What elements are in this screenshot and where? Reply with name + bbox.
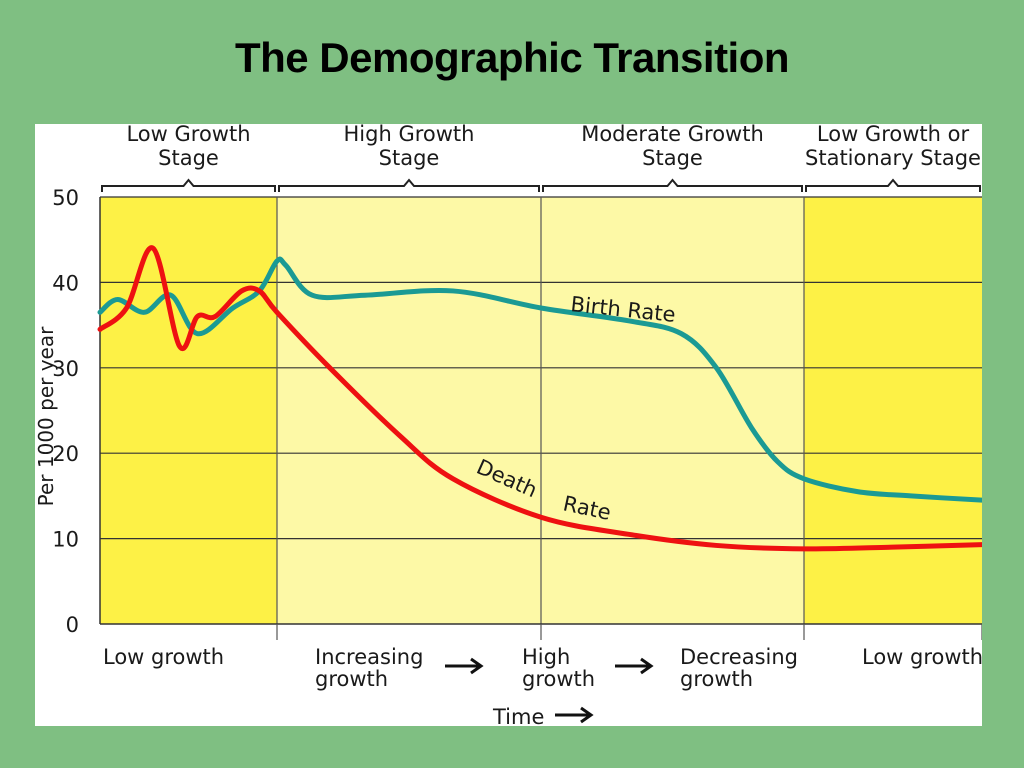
stage-growth-label: Low growth xyxy=(103,645,224,669)
arrow-icon xyxy=(555,706,594,724)
stage-growth-label: High xyxy=(522,645,570,669)
y-tick-label: 30 xyxy=(52,357,79,381)
stage-band xyxy=(277,197,541,624)
arrow-icon xyxy=(445,657,484,675)
gridlines xyxy=(100,196,982,624)
stage-growth-label: growth xyxy=(315,667,388,691)
stage-header-label: Low Growth xyxy=(126,124,250,146)
y-tick-label: 50 xyxy=(52,186,79,210)
stage-header-label: Stage xyxy=(158,146,219,170)
death-rate-line xyxy=(97,245,982,552)
stage-bracket xyxy=(805,178,981,192)
y-tick-label: 0 xyxy=(66,613,79,637)
y-tick-label: 20 xyxy=(52,442,79,466)
stage-growth-label: growth xyxy=(522,667,595,691)
stage-header-label: Stage xyxy=(379,146,440,170)
chart-panel: 0 10 20 30 40 50 Per 1000 per year Low Growth S… xyxy=(35,124,982,726)
stage-header-label: High Growth xyxy=(344,124,475,146)
y-axis-label: Per 1000 per year xyxy=(35,326,58,506)
stage-band xyxy=(100,197,277,624)
stage-band xyxy=(804,197,982,624)
y-tick-label: 10 xyxy=(52,528,79,552)
stage-growth-label: Decreasing xyxy=(680,645,798,669)
stage-bracket xyxy=(278,178,540,192)
stage-growth-label: growth xyxy=(680,667,753,691)
stage-header-label: Stage xyxy=(642,146,703,170)
page-title: The Demographic Transition xyxy=(234,34,790,81)
stage-header-label: Stationary Stage xyxy=(805,146,981,170)
x-axis-label: Time xyxy=(492,705,544,726)
stage-growth-label: Increasing xyxy=(315,645,423,669)
arrow-icon xyxy=(615,657,654,675)
stage-header-label: Moderate Growth xyxy=(581,124,764,146)
stage-header-label: Low Growth or xyxy=(817,124,970,146)
axes: 0 10 20 30 40 50 Per 1000 per year xyxy=(35,186,982,640)
birth-rate-line xyxy=(97,256,982,503)
series-lines xyxy=(97,245,982,552)
stage-band xyxy=(541,197,804,624)
stage-brackets xyxy=(101,178,981,192)
stage-bands xyxy=(100,197,982,624)
stage-bracket xyxy=(542,178,803,192)
stage-growth-label: Low growth xyxy=(862,645,982,669)
stage-bracket xyxy=(101,178,276,192)
y-tick-label: 40 xyxy=(52,271,79,295)
